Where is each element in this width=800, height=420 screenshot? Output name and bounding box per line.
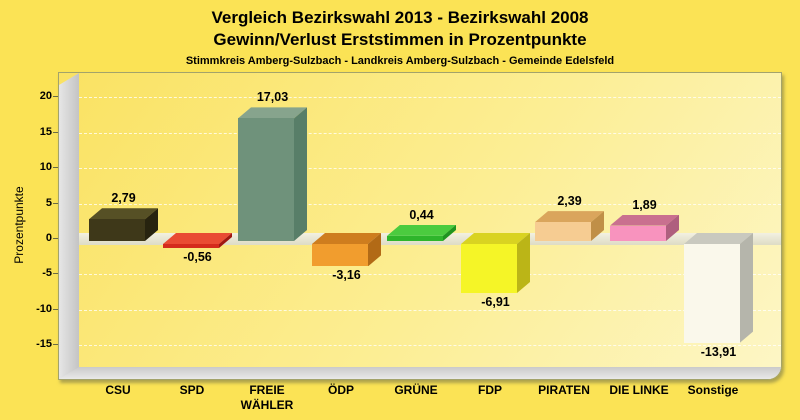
y-tick-label: -15 [36,338,52,351]
x-axis-label-sonstige: Sonstige [687,383,739,397]
value-label-die-linke: 1,89 [632,197,657,212]
value-label-piraten: 2,39 [557,194,582,209]
bar-gr-ne-front [387,235,443,241]
bar-freie-w-hler-top [238,107,307,119]
y-tick-label: 5 [45,196,52,209]
y-tick-mark [53,202,58,204]
y-tick-mark [53,344,58,346]
bar-fdp-front [461,244,517,293]
bar-piraten-front [535,222,591,241]
x-axis-label-die-linke: DIE LINKE [609,383,669,397]
y-tick-label: 15 [39,125,52,138]
chart-title-line2: Gewinn/Verlust Erststimmen in Prozentpun… [213,30,587,49]
value-label-spd: -0,56 [183,249,212,264]
bar-freie-w-hler-front [238,118,294,241]
x-axis-label-fdp: FDP [478,383,502,397]
gridline [79,203,781,205]
y-tick-label: 10 [39,161,52,174]
bar-sonstige-side [740,233,753,343]
bar-sonstige-front [684,244,740,343]
x-axis-label-csu: CSU [105,383,131,397]
y-tick-mark [53,167,58,169]
gridline [79,345,781,347]
chart-subtitle: Stimmkreis Amberg-Sulzbach - Landkreis A… [185,55,615,67]
value-label-fdp: -6,91 [481,294,510,309]
bar-sonstige-top [684,233,753,244]
y-tick-label: 0 [45,232,52,244]
chart-title-line1: Vergleich Bezirkswahl 2013 - Bezirkswahl… [211,8,589,27]
chart-floor [59,367,781,379]
x-axis-label-freie-w-hler: FREIE WÄHLER [240,383,294,412]
x-axis-label-spd: SPD [179,383,205,397]
bar-csu-top [89,208,158,220]
bar-fdp-side [517,233,530,293]
value-label-csu: 2,79 [111,191,136,206]
bar-piraten-top [535,211,604,223]
bar-die-linke-top [610,214,679,226]
bar-spd-top [163,233,232,244]
y-tick-mark [53,238,58,239]
bar-fdp-top [461,233,530,244]
y-tick-label: -5 [42,267,52,280]
bar--dp-top [312,233,381,244]
bar-spd-front [163,244,219,248]
y-tick-mark [53,308,58,310]
gridline [79,132,781,134]
bar-gr-ne-top [387,224,456,236]
bar--dp-side [368,233,381,266]
bar-freie-w-hler-side [294,107,307,241]
x-axis-label--dp: ÖDP [327,383,354,397]
value-label-freie-w-hler: 17,03 [256,90,289,105]
x-axis-label-piraten: PIRATEN [538,383,590,397]
gridline [79,97,781,99]
plot-region: 2,79 -0,56 17,03 -3,16 0,44 -6,91 2,39 1,89 -13,… [79,73,781,367]
value-label--dp: -3,16 [332,268,361,283]
y-tick-label: 20 [39,90,52,103]
x-axis-label-gr-ne: GRÜNE [394,383,438,397]
bar-die-linke-front [610,225,666,241]
gridline [79,274,781,276]
bar--dp-front [312,244,368,267]
gridline [79,309,781,311]
y-tick-mark [53,131,58,133]
chart-header: Vergleich Bezirkswahl 2013 - Bezirkswahl… [0,7,800,68]
bar-csu-front [89,219,145,241]
plot-area: 2,79 -0,56 17,03 -3,16 0,44 -6,91 2,39 1,89 -13,… [58,72,782,380]
y-tick-mark [53,96,58,98]
y-tick-label: -10 [36,302,52,315]
value-label-sonstige: -13,91 [700,344,737,359]
value-label-gr-ne: 0,44 [409,207,434,222]
gridline [79,168,781,170]
chart-wall-left [59,73,79,379]
y-tick-mark [53,273,58,275]
